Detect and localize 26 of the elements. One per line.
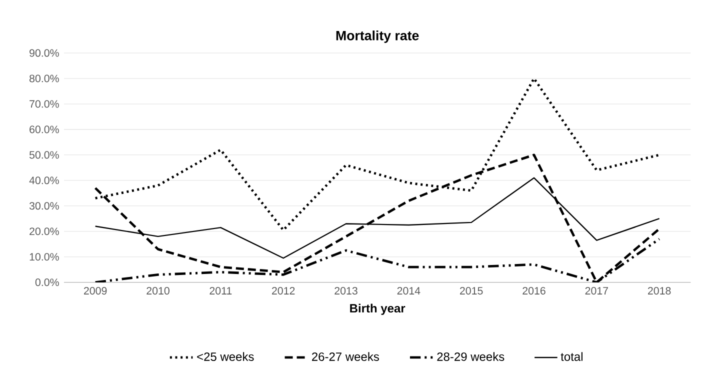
x-tick-label: 2018 <box>648 287 671 295</box>
chart-title: Mortality rate <box>336 30 419 43</box>
y-tick-label: 0.0% <box>35 278 59 286</box>
y-tick-label: 50.0% <box>29 151 59 159</box>
y-tick-label: 30.0% <box>29 202 59 210</box>
y-tick-label: 20.0% <box>30 228 59 236</box>
x-tick-label: 2017 <box>585 287 608 295</box>
x-tick-label: 2014 <box>397 287 420 295</box>
legend-label: 26-27 weeks <box>312 352 379 361</box>
x-tick-label: 2010 <box>146 287 170 295</box>
legend-label: total <box>560 352 582 361</box>
y-tick-label: 40.0% <box>29 176 59 184</box>
x-axis-title: Birth year <box>350 304 406 315</box>
y-tick-label: 90.0% <box>30 49 59 57</box>
x-tick-label: 2015 <box>460 287 483 295</box>
x-tick-label: 2009 <box>84 287 107 295</box>
y-tick-label: 60.0% <box>30 126 59 134</box>
x-tick-label: 2013 <box>334 287 358 295</box>
legend-label: <25 weeks <box>197 352 254 361</box>
y-tick-label: 80.0% <box>30 74 59 82</box>
y-tick-label: 10.0% <box>30 253 59 261</box>
x-tick-label: 2012 <box>272 287 295 295</box>
x-tick-label: 2011 <box>210 287 232 295</box>
legend-label: 28-29 weeks <box>437 352 504 361</box>
x-tick-label: 2016 <box>522 287 546 295</box>
y-tick-label: 70.0% <box>30 100 59 108</box>
